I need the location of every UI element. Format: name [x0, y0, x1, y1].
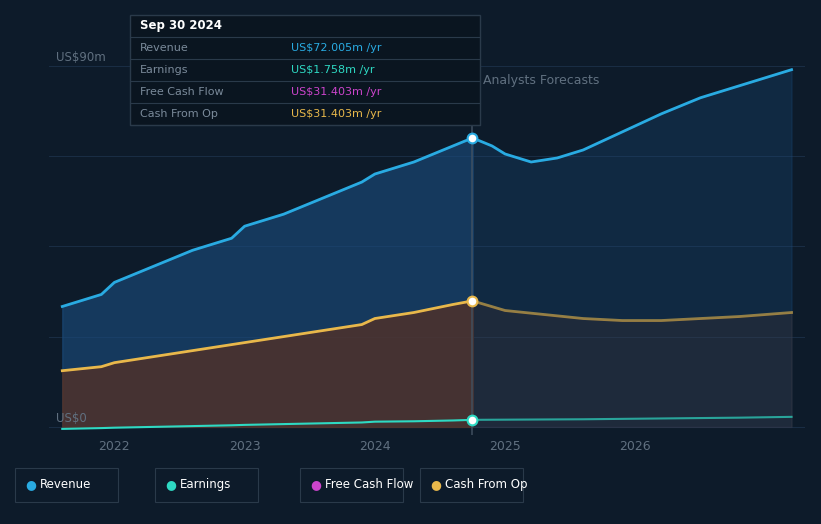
Text: US$90m: US$90m	[56, 51, 106, 63]
Text: Revenue: Revenue	[140, 43, 189, 53]
Text: Free Cash Flow: Free Cash Flow	[324, 478, 413, 491]
Text: Revenue: Revenue	[39, 478, 91, 491]
Text: US$0: US$0	[56, 412, 86, 425]
Text: ●: ●	[431, 478, 442, 491]
Text: US$1.758m /yr: US$1.758m /yr	[291, 65, 374, 75]
Text: Cash From Op: Cash From Op	[140, 109, 218, 119]
Text: US$31.403m /yr: US$31.403m /yr	[291, 109, 382, 119]
Text: ●: ●	[310, 478, 322, 491]
Text: Cash From Op: Cash From Op	[445, 478, 527, 491]
Text: Past: Past	[440, 74, 466, 86]
Text: US$31.403m /yr: US$31.403m /yr	[291, 87, 382, 97]
Text: US$72.005m /yr: US$72.005m /yr	[291, 43, 382, 53]
Text: Earnings: Earnings	[180, 478, 231, 491]
Text: Analysts Forecasts: Analysts Forecasts	[483, 74, 599, 86]
Text: ●: ●	[25, 478, 37, 491]
Text: Free Cash Flow: Free Cash Flow	[140, 87, 223, 97]
Text: ●: ●	[166, 478, 177, 491]
Text: Sep 30 2024: Sep 30 2024	[140, 19, 222, 32]
Text: Earnings: Earnings	[140, 65, 188, 75]
